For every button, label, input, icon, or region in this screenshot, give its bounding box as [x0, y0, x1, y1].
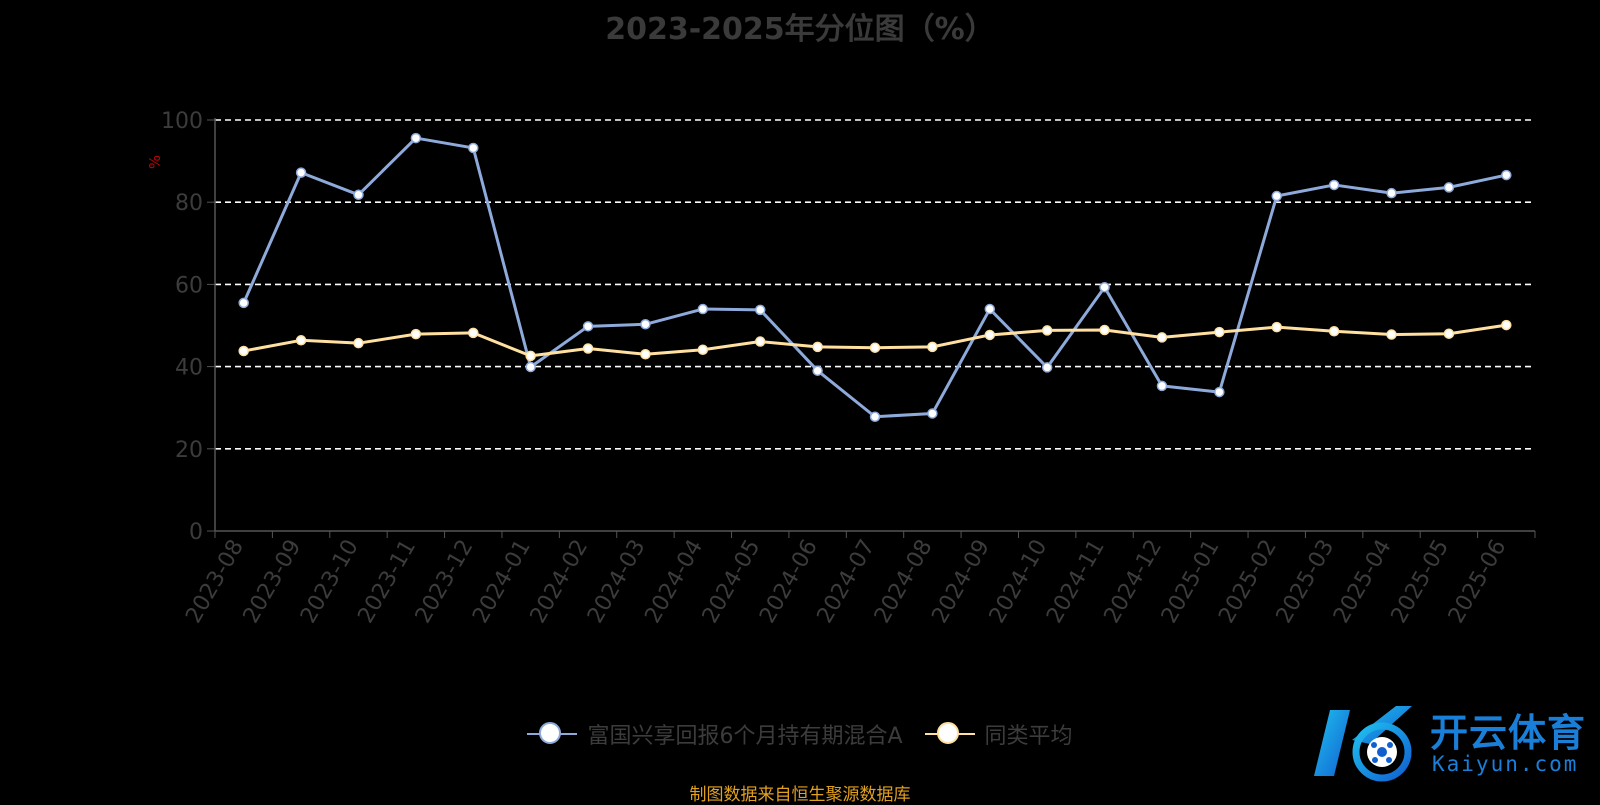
- y-tick-label: 60: [175, 273, 203, 298]
- legend-label-fund: 富国兴享回报6个月持有期混合A: [587, 724, 903, 749]
- data-point[interactable]: [353, 189, 364, 201]
- y-tick-label: 40: [175, 356, 203, 381]
- data-point[interactable]: [869, 411, 881, 422]
- data-point[interactable]: [1271, 190, 1282, 202]
- brand-logo: 开云体育 Kaiyun.com: [1312, 700, 1592, 786]
- data-point[interactable]: [238, 297, 249, 309]
- data-point[interactable]: [1156, 380, 1168, 392]
- data-point[interactable]: [1041, 362, 1053, 373]
- chart-legend: 富国兴享回报6个月持有期混合A 同类平均: [0, 718, 1600, 750]
- data-point[interactable]: [754, 336, 766, 347]
- data-point[interactable]: [295, 335, 307, 346]
- data-point[interactable]: [468, 142, 479, 154]
- data-point[interactable]: [238, 345, 249, 357]
- data-point[interactable]: [295, 167, 307, 178]
- logo-text-cn: 开云体育: [1430, 711, 1587, 755]
- grid-layer: [215, 119, 1535, 450]
- legend-marker-fund: [527, 721, 578, 747]
- data-point[interactable]: [1328, 326, 1340, 337]
- x-tick-label: 2025-06: [1444, 536, 1512, 628]
- data-point[interactable]: [697, 344, 709, 355]
- y-tick-label: 0: [189, 520, 203, 545]
- data-point[interactable]: [1099, 324, 1110, 336]
- data-point[interactable]: [984, 303, 996, 315]
- data-point[interactable]: [1271, 321, 1282, 333]
- data-point[interactable]: [812, 341, 823, 353]
- data-point[interactable]: [1501, 169, 1512, 181]
- data-point[interactable]: [525, 361, 536, 373]
- chart-title: 2023-2025年分位图（%）: [605, 12, 995, 47]
- y-tick-label: 80: [175, 191, 203, 216]
- series-line-0: [242, 136, 1507, 419]
- legend-item-fund[interactable]: 富国兴享回报6个月持有期混合A: [527, 718, 903, 750]
- data-point[interactable]: [640, 349, 651, 360]
- data-point[interactable]: [1386, 329, 1397, 340]
- series-layer: [238, 132, 1512, 422]
- y-tick-label: 100: [161, 109, 203, 134]
- data-point[interactable]: [927, 341, 938, 353]
- legend-marker-average: [924, 721, 975, 747]
- y-axis-label: %: [146, 155, 164, 169]
- data-point[interactable]: [410, 328, 422, 340]
- data-point[interactable]: [582, 343, 594, 354]
- legend-item-average[interactable]: 同类平均: [924, 718, 1073, 750]
- data-point[interactable]: [640, 319, 651, 330]
- data-point[interactable]: [582, 321, 594, 332]
- data-point[interactable]: [1214, 386, 1225, 398]
- legend-label-average: 同类平均: [984, 724, 1073, 749]
- logo-emblem-icon: [1314, 706, 1412, 782]
- data-point[interactable]: [697, 303, 709, 315]
- data-point[interactable]: [869, 342, 881, 353]
- data-point[interactable]: [1386, 187, 1397, 199]
- data-point[interactable]: [1214, 326, 1225, 338]
- data-point[interactable]: [1501, 319, 1512, 331]
- data-point[interactable]: [1328, 179, 1340, 191]
- data-point[interactable]: [353, 337, 364, 349]
- data-point[interactable]: [525, 350, 536, 362]
- data-point[interactable]: [1156, 332, 1168, 343]
- data-point[interactable]: [468, 327, 479, 339]
- data-point[interactable]: [812, 365, 823, 376]
- data-point[interactable]: [1443, 328, 1455, 339]
- data-point[interactable]: [1041, 325, 1053, 336]
- data-point[interactable]: [984, 329, 996, 341]
- y-tick-label: 20: [175, 438, 203, 463]
- data-point[interactable]: [410, 132, 422, 144]
- data-point[interactable]: [1099, 282, 1110, 293]
- data-point[interactable]: [927, 408, 938, 419]
- logo-text-en: Kaiyun.com: [1432, 752, 1579, 776]
- data-point[interactable]: [754, 304, 766, 316]
- data-point[interactable]: [1443, 182, 1455, 193]
